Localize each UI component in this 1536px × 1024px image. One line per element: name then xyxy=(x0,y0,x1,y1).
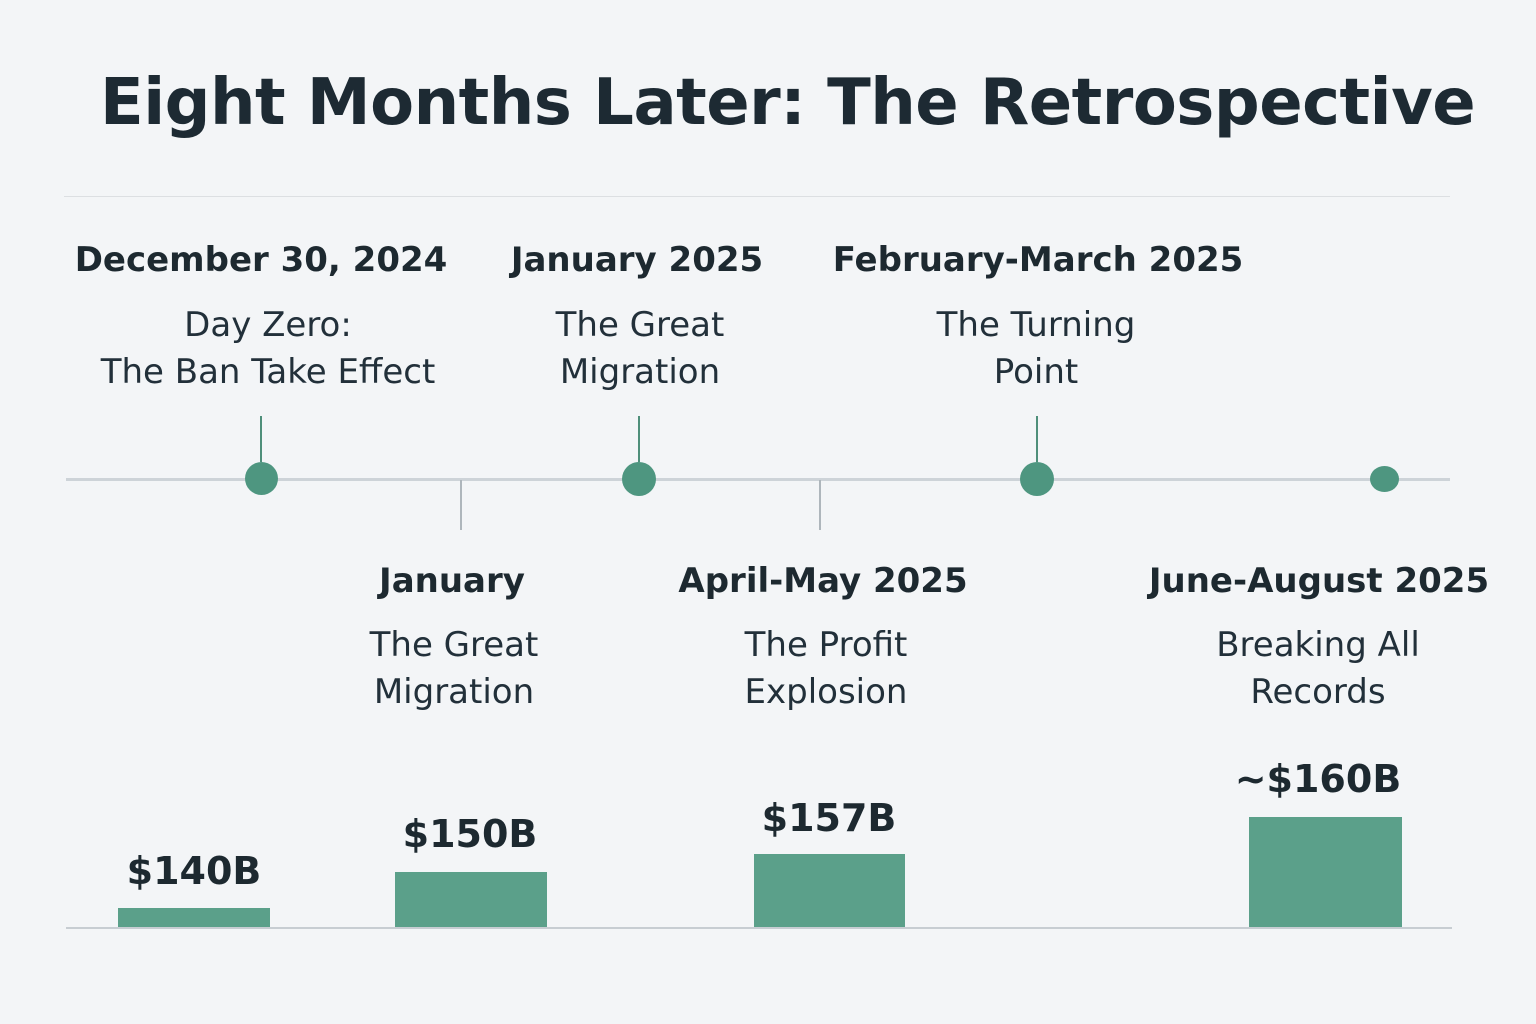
event-description-line: The Profit xyxy=(744,625,908,665)
event-date: January 2025 xyxy=(510,240,764,280)
bar-value-label: $157B xyxy=(761,796,897,840)
timeline-stem xyxy=(819,480,821,530)
timeline-axis xyxy=(66,478,1450,481)
timeline-stem xyxy=(1036,416,1038,462)
event-description-line: The Great xyxy=(555,305,725,345)
event-description-line: Point xyxy=(993,352,1079,392)
event-description: Breaking All Records xyxy=(1216,622,1420,716)
event-description-line: Day Zero: xyxy=(184,305,352,345)
bar xyxy=(118,908,270,928)
bar-value-label: $150B xyxy=(402,812,538,856)
event-description: The Profit Explosion xyxy=(745,622,908,716)
timeline-stem xyxy=(460,480,462,530)
event-description-line: Migration xyxy=(373,672,535,712)
event-date: February-March 2025 xyxy=(832,240,1244,280)
bar-value-label: $140B xyxy=(126,849,262,893)
timeline-marker xyxy=(1020,462,1054,496)
event-description-line: Migration xyxy=(559,352,721,392)
event-date: January xyxy=(379,561,525,601)
timeline-marker xyxy=(622,462,656,496)
event-description-line: The Great xyxy=(369,625,539,665)
event-description-line: Breaking All xyxy=(1216,625,1420,665)
timeline-marker xyxy=(245,462,278,495)
chart-baseline xyxy=(66,927,1452,929)
bar xyxy=(395,872,547,928)
event-description: The Turning Point xyxy=(937,302,1136,396)
timeline-marker xyxy=(1370,466,1399,492)
page-title: Eight Months Later: The Retrospective xyxy=(100,66,1476,140)
event-date: December 30, 2024 xyxy=(74,240,448,280)
event-description-line: The Ban Take Effect xyxy=(100,352,436,392)
event-description: The Great Migration xyxy=(556,302,725,396)
event-description-line: Records xyxy=(1250,672,1386,712)
title-divider xyxy=(64,196,1450,197)
timeline-stem xyxy=(638,416,640,462)
event-date: June-August 2025 xyxy=(1148,561,1490,601)
event-date: April-May 2025 xyxy=(678,561,968,601)
bar xyxy=(754,854,905,928)
event-description-line: Explosion xyxy=(744,672,908,712)
timeline-stem xyxy=(260,416,262,462)
event-description: Day Zero: The Ban Take Effect xyxy=(101,302,436,396)
bar-value-label: ~$160B xyxy=(1234,757,1402,801)
bar xyxy=(1249,817,1402,928)
event-description-line: The Turning xyxy=(936,305,1136,345)
event-description: The Great Migration xyxy=(370,622,539,716)
